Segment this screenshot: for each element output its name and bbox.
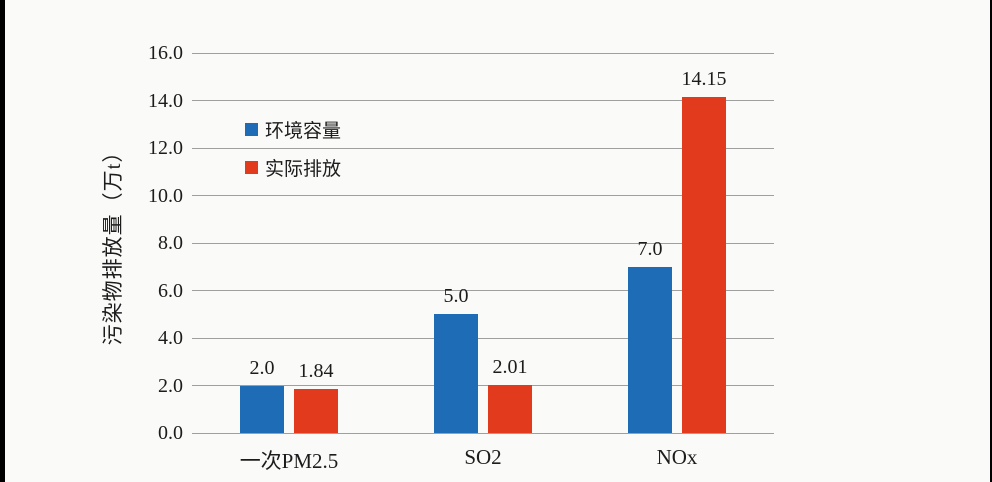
bar-actual — [682, 96, 726, 433]
gridline — [192, 432, 774, 434]
bar-value-label: 14.15 — [681, 67, 727, 90]
bar-value-label: 2.0 — [249, 356, 275, 379]
legend-label-actual: 实际排放 — [265, 159, 342, 180]
plot-area: 环境容量 实际排放 0.0 2.0 4.0 6.0 8.0 10.0 12.0 14.0 16.… — [148, 43, 774, 473]
y-axis-tick-label: 4.0 — [158, 327, 183, 349]
y-axis-tick-label: 2.0 — [158, 374, 183, 397]
bar-value-label: 5.0 — [443, 285, 469, 308]
bar-actual — [294, 389, 338, 433]
gridline — [192, 52, 774, 54]
x-axis-category-label: NOx — [656, 445, 698, 469]
bar-value-label: 7.0 — [637, 237, 663, 260]
bar-actual — [488, 385, 532, 433]
y-axis-tick-label: 10.0 — [148, 184, 183, 207]
bar-capacity — [240, 385, 284, 433]
y-axis-tick-label: 8.0 — [158, 232, 183, 254]
legend-item-actual: 实际排放 — [245, 154, 341, 181]
gridline — [192, 195, 774, 196]
bar-capacity — [434, 314, 478, 433]
y-axis-title: 污染物排放量（万t） — [101, 140, 125, 346]
bar-value-label: 1.84 — [298, 360, 334, 383]
gridline — [192, 337, 774, 339]
legend-swatch-actual — [245, 161, 258, 174]
x-axis-category-label: SO2 — [464, 445, 502, 469]
bar-value-label: 2.01 — [492, 356, 528, 379]
letterbox-right — [990, 0, 992, 482]
y-axis-tick-label: 12.0 — [148, 137, 183, 159]
gridline — [192, 242, 774, 244]
gridline — [192, 147, 774, 149]
y-axis-tick-label: 0.0 — [158, 422, 183, 444]
y-axis-tick-label: 14.0 — [148, 89, 183, 112]
gridline — [192, 385, 774, 386]
y-axis-tick-label: 6.0 — [158, 279, 183, 302]
y-axis-tick-label: 16.0 — [148, 42, 183, 64]
x-axis-category-label: 一次PM2.5 — [239, 449, 339, 473]
letterbox-left — [0, 0, 5, 482]
legend-item-capacity: 环境容量 — [245, 116, 341, 143]
legend-swatch-capacity — [245, 123, 258, 136]
legend-label-capacity: 环境容量 — [265, 121, 342, 142]
bar-capacity — [628, 266, 672, 433]
gridline — [192, 290, 774, 291]
legend: 环境容量 实际排放 — [245, 116, 341, 181]
gridline — [192, 100, 774, 101]
